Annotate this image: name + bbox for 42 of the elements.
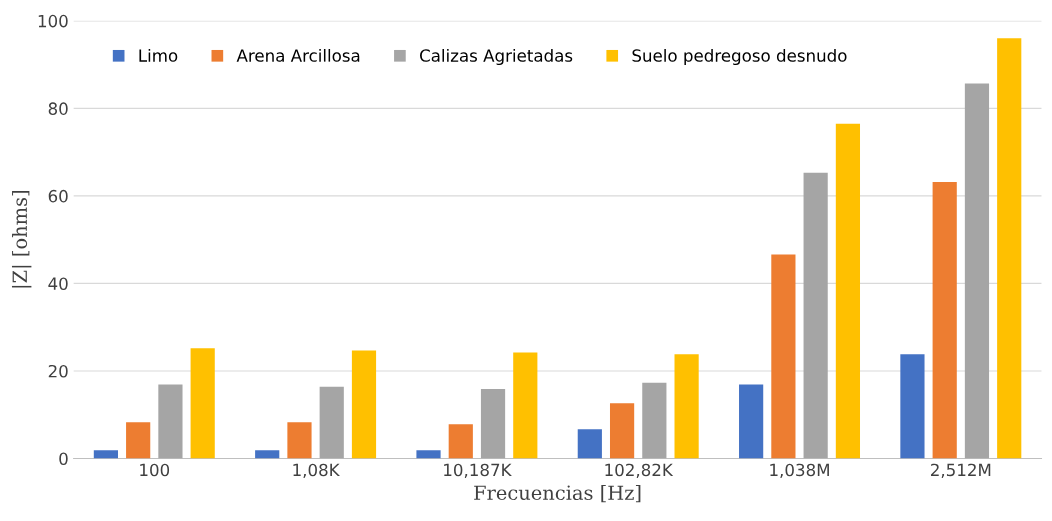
x-tick-label: 10,187K [444,463,512,478]
legend-label: Arena Arcillosa [236,48,360,62]
y-tick-label: 40 [48,277,68,290]
bar [577,429,602,459]
legend-label: Suelo pedregoso desnudo [632,48,847,66]
x-tick-label: 102,82K [605,463,674,478]
x-axis-title: Frecuencias [Hz] [474,485,641,503]
bar [803,172,828,459]
bar [480,388,506,459]
y-tick-label: 0 [59,452,68,466]
x-tick-label: 1,08K [293,463,340,478]
y-tick-label: 100 [38,14,68,28]
bar [158,384,183,459]
bar [448,424,473,459]
bar [255,450,280,459]
bar [190,348,215,459]
bar [93,450,118,459]
bar [900,354,925,459]
bar [609,403,635,459]
legend-label: Limo [139,48,178,62]
bar [287,422,312,459]
bar [932,181,957,459]
bar [997,38,1022,459]
x-tick-label: 2,512M [931,463,991,478]
bar [126,422,151,459]
y-tick-label: 20 [48,364,68,378]
bar [739,384,764,459]
x-tick-label: 100 [140,463,170,477]
bar [964,83,990,459]
bar [416,450,441,459]
y-tick-label: 60 [48,189,68,203]
y-axis-title: |Z| [ohms] [11,191,32,288]
bar [674,354,699,459]
bar [771,254,796,459]
bar [642,382,667,459]
bar [513,352,538,459]
bar [835,123,861,459]
x-tick-label: 1,038M [770,463,829,478]
y-tick-label: 80 [48,102,68,115]
bar [351,350,377,459]
bar [319,386,344,459]
legend-label: Calizas Agrietadas [420,48,573,66]
